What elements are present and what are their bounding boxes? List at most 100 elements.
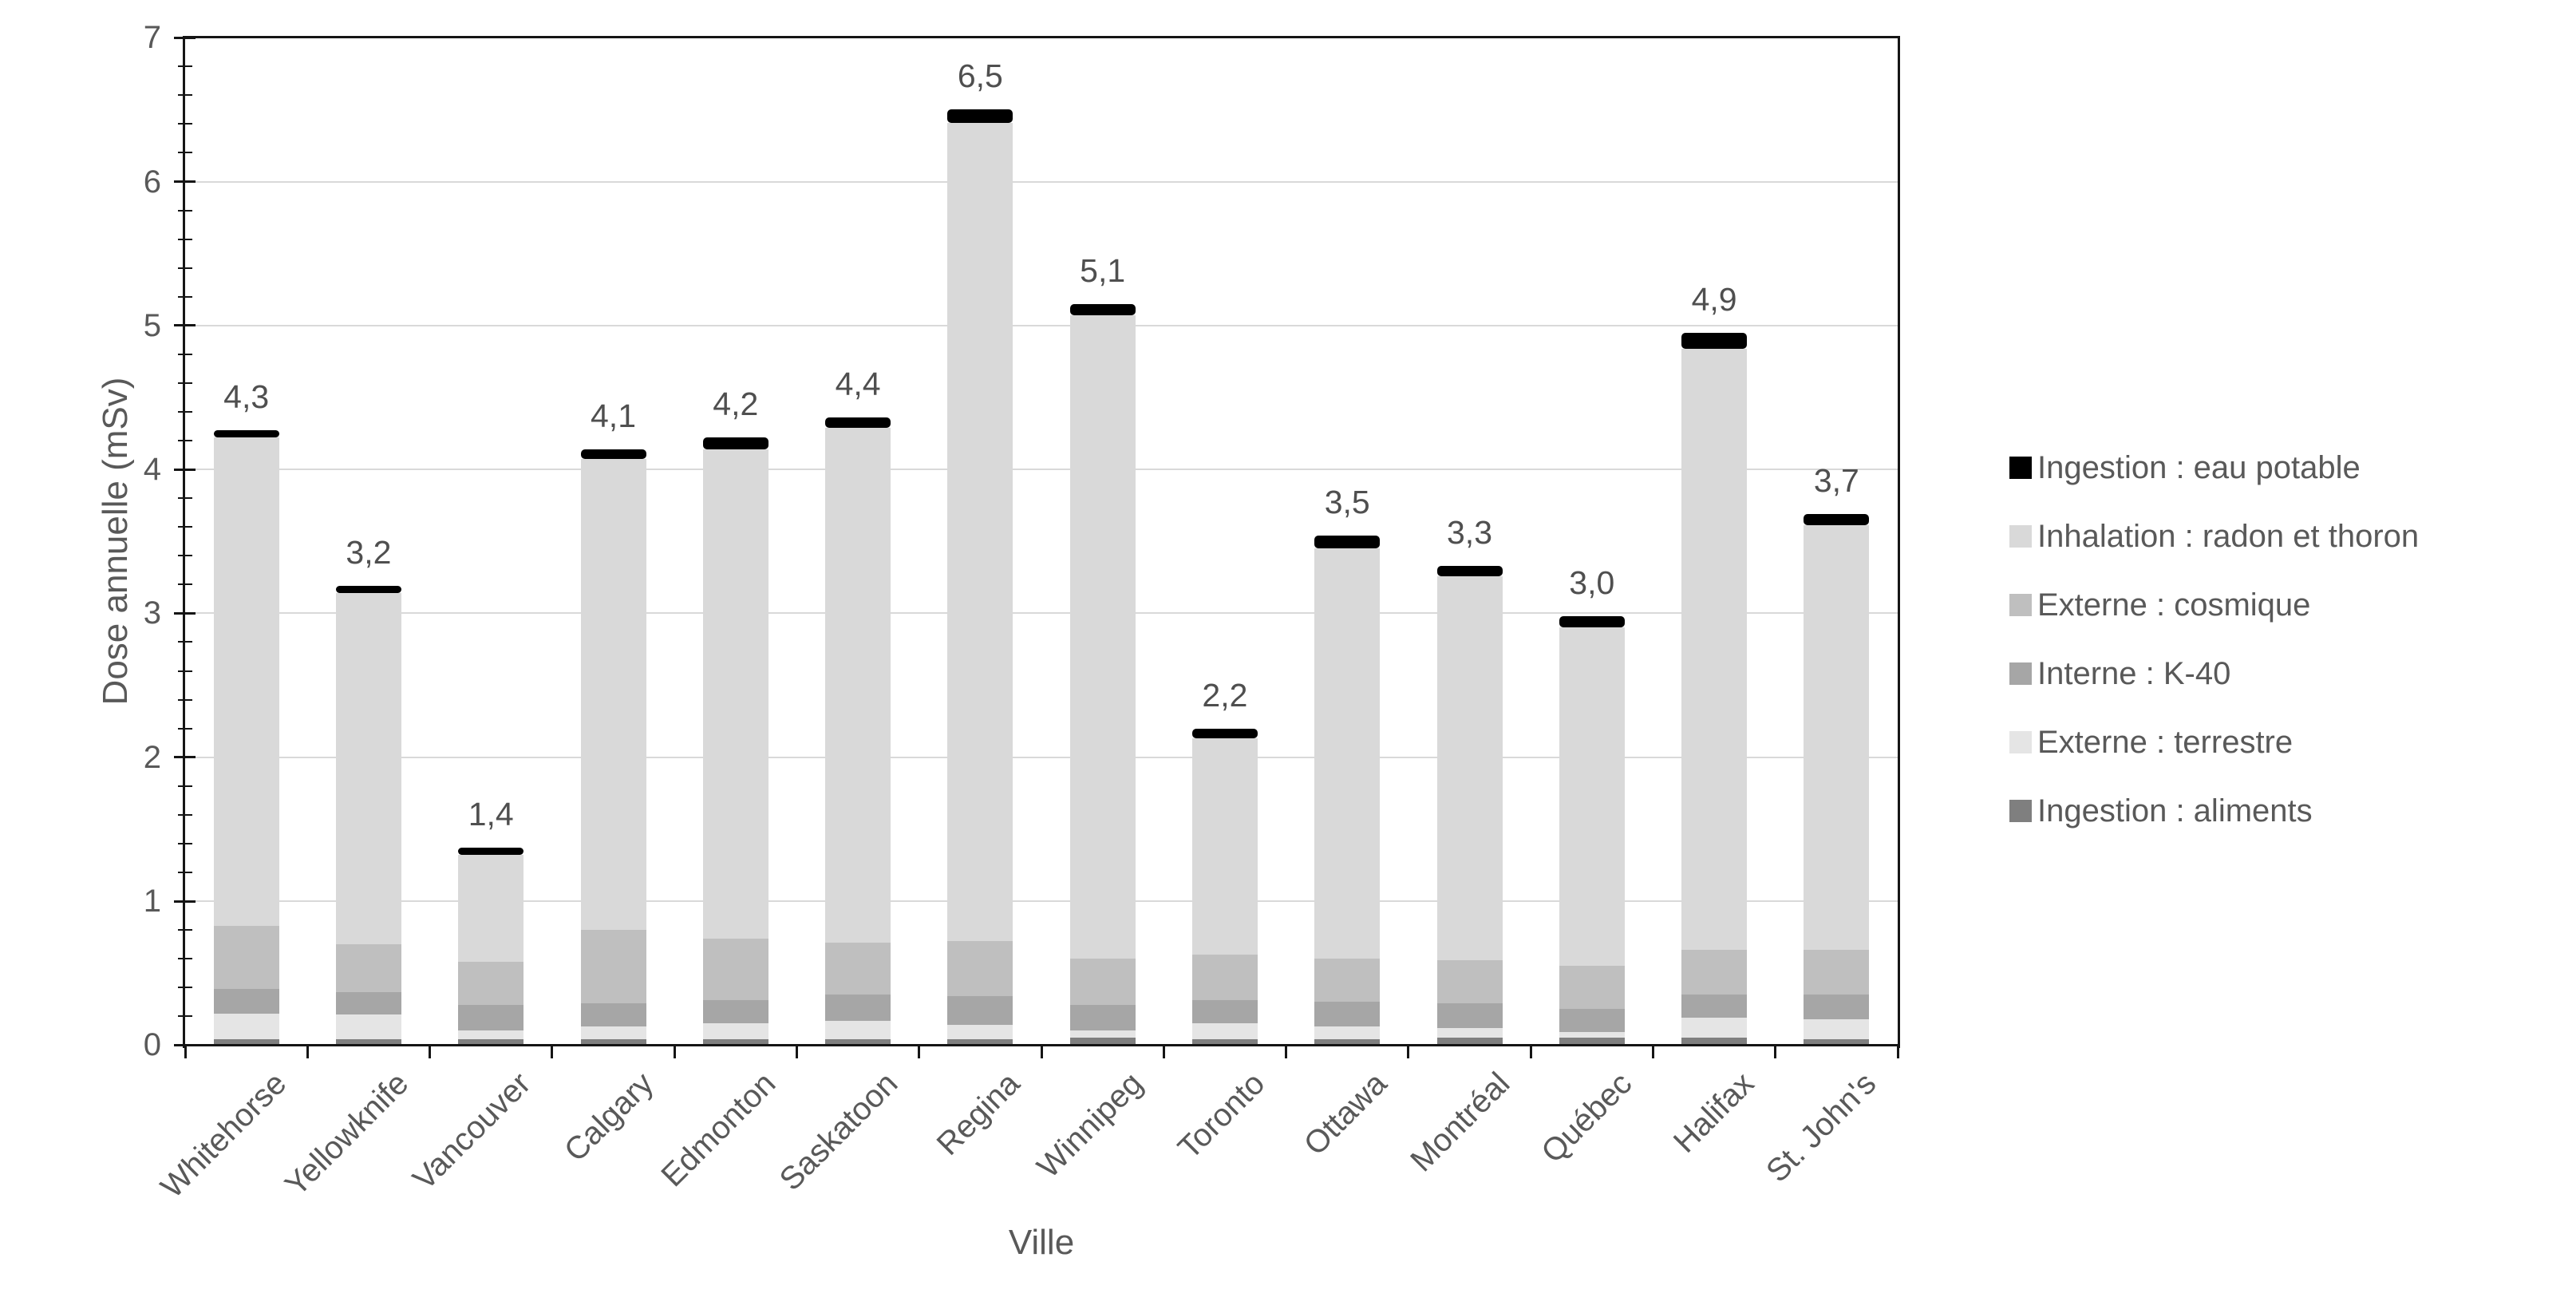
y-axis-minor-tick xyxy=(178,94,192,97)
y-axis-minor-tick xyxy=(178,410,192,413)
legend-label: Interne : K-40 xyxy=(2037,656,2231,691)
gridline xyxy=(185,612,1898,615)
legend-item: Ingestion : aliments xyxy=(2009,795,2419,827)
gridline xyxy=(185,900,1898,902)
bar-segment xyxy=(458,961,524,1005)
x-tick-label: Winnipeg xyxy=(1030,1066,1150,1185)
legend-label: Externe : cosmique xyxy=(2037,587,2311,623)
y-axis-minor-tick xyxy=(178,123,192,125)
bar-segment xyxy=(1681,1018,1748,1038)
y-axis-minor-tick xyxy=(178,641,192,643)
y-axis-minor-tick xyxy=(178,670,192,672)
bar-segment xyxy=(580,1039,646,1046)
y-tick-label: 2 xyxy=(143,739,161,775)
bar-segment xyxy=(213,430,279,438)
y-axis-minor-tick xyxy=(178,987,192,989)
x-axis-tick xyxy=(1162,1046,1165,1059)
x-axis-tick xyxy=(918,1046,921,1059)
x-axis-tick xyxy=(795,1046,798,1059)
bar-segment xyxy=(1681,995,1748,1018)
y-axis-title: Dose annuelle (mSv) xyxy=(96,377,135,706)
y-axis-minor-tick xyxy=(178,497,192,500)
bar-segment xyxy=(1436,1038,1503,1046)
y-axis-minor-tick xyxy=(178,727,192,730)
y-tick-label: 1 xyxy=(143,884,161,919)
bar-segment xyxy=(947,941,1013,996)
y-tick-label: 4 xyxy=(143,452,161,488)
y-axis-minor-tick xyxy=(178,583,192,586)
bar-segment xyxy=(702,1000,768,1024)
bar-segment xyxy=(335,1014,401,1040)
y-axis-minor-tick xyxy=(178,65,192,68)
bar-segment xyxy=(335,991,401,1015)
y-axis-major-tick xyxy=(174,611,196,615)
bar-segment xyxy=(458,1039,524,1046)
bar-segment xyxy=(1314,548,1381,959)
bar-segment xyxy=(1559,616,1625,628)
x-axis-tick xyxy=(1651,1046,1654,1059)
bar-segment xyxy=(1559,1032,1625,1038)
bar-segment xyxy=(947,1039,1013,1046)
y-tick-label: 6 xyxy=(143,164,161,200)
bar-segment xyxy=(1191,954,1258,1001)
bar-segment xyxy=(1069,303,1136,316)
bar-segment xyxy=(1559,966,1625,1010)
bar-segment xyxy=(702,938,768,1001)
bar-segment xyxy=(335,586,401,594)
bar-segment xyxy=(580,1003,646,1026)
bar-segment xyxy=(1314,536,1381,549)
y-axis-minor-tick xyxy=(178,871,192,873)
legend-swatch xyxy=(2009,594,2032,616)
bar-segment xyxy=(1681,332,1748,349)
y-axis-minor-tick xyxy=(178,698,192,701)
y-tick-label: 0 xyxy=(143,1027,161,1063)
y-axis-minor-tick xyxy=(178,526,192,528)
bar-segment xyxy=(1804,995,1870,1019)
bar-segment xyxy=(213,988,279,1014)
legend-label: Ingestion : aliments xyxy=(2037,793,2313,829)
plot-right-border xyxy=(1898,36,1900,1049)
x-axis-tick xyxy=(1285,1046,1288,1059)
x-tick-label: Ottawa xyxy=(1297,1066,1394,1163)
bar-segment xyxy=(1436,1027,1503,1038)
bar-segment xyxy=(1191,728,1258,739)
bar-segment xyxy=(825,995,891,1021)
bar-segment xyxy=(1191,738,1258,955)
bar-segment xyxy=(335,944,401,992)
bar-segment xyxy=(1314,959,1381,1003)
bar-segment xyxy=(1804,1039,1870,1046)
x-axis-tick xyxy=(1407,1046,1410,1059)
bar-segment xyxy=(1191,1039,1258,1046)
bar-segment xyxy=(1804,525,1870,951)
bar-segment xyxy=(702,437,768,449)
bar-value-label: 3,5 xyxy=(1324,484,1370,521)
legend-label: Ingestion : eau potable xyxy=(2037,450,2361,485)
x-tick-label: Toronto xyxy=(1171,1066,1272,1166)
bar-segment xyxy=(1436,565,1503,576)
bar-segment xyxy=(580,930,646,1003)
y-axis-minor-tick xyxy=(178,152,192,154)
y-axis-line xyxy=(183,36,185,1049)
bar-segment xyxy=(825,417,891,428)
bar-segment xyxy=(1069,1004,1136,1031)
legend-swatch xyxy=(2009,662,2032,685)
bar-segment xyxy=(1681,950,1748,995)
gridline xyxy=(185,180,1898,183)
y-axis-minor-tick xyxy=(178,785,192,787)
bar-value-label: 3,2 xyxy=(346,534,392,571)
y-axis-minor-tick xyxy=(178,929,192,931)
bar-segment xyxy=(1804,950,1870,995)
x-axis-tick xyxy=(306,1046,309,1059)
bar-segment xyxy=(580,449,646,460)
bar-value-label: 4,3 xyxy=(223,378,270,416)
x-axis-tick xyxy=(551,1046,554,1059)
bar-value-label: 6,5 xyxy=(957,57,1003,95)
bar-segment xyxy=(702,1023,768,1040)
bar-segment xyxy=(213,1013,279,1040)
bar-segment xyxy=(335,593,401,945)
legend-item: Externe : cosmique xyxy=(2009,589,2419,621)
bar-value-label: 3,0 xyxy=(1569,564,1615,601)
bar-segment xyxy=(1436,575,1503,960)
legend-label: Inhalation : radon et thoron xyxy=(2037,519,2420,554)
